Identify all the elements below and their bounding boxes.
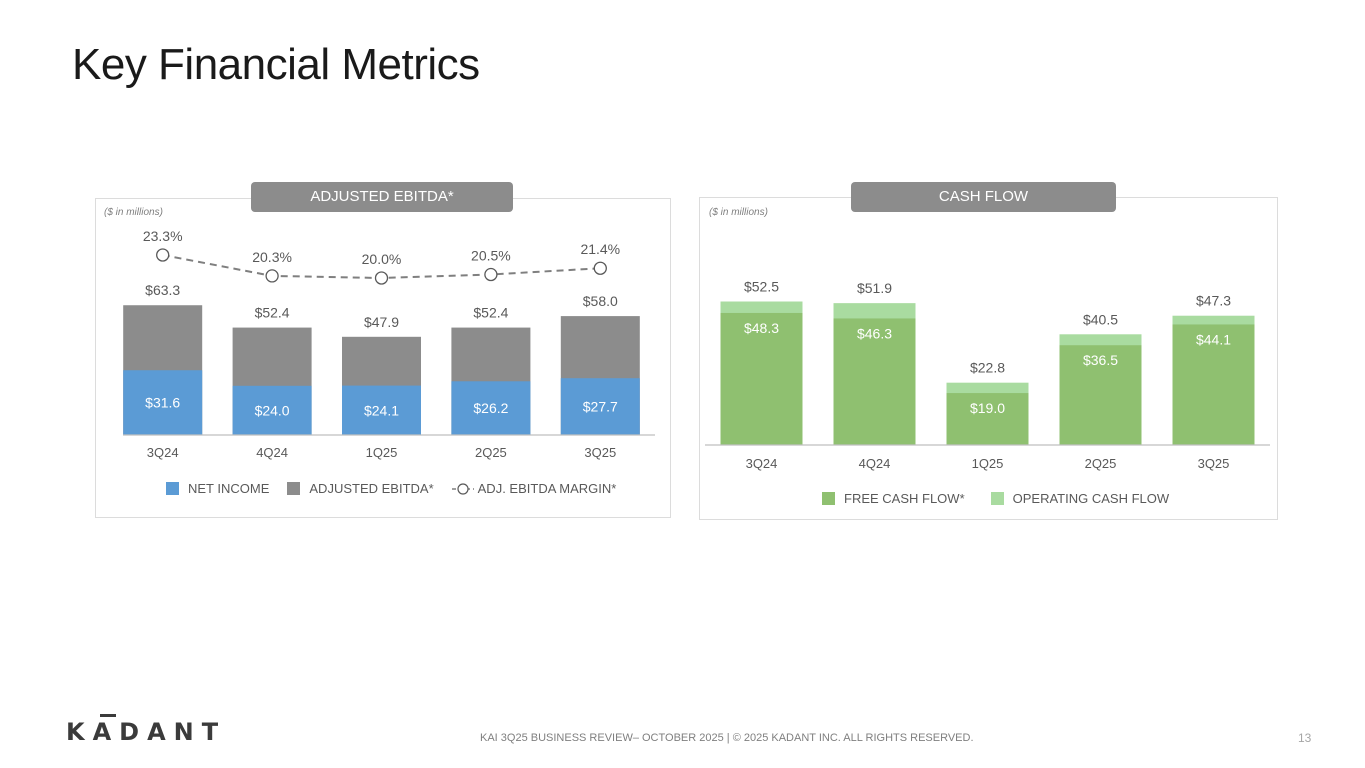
net-income-data-label: $24.0 [255, 402, 290, 418]
x-tick-label: 1Q25 [972, 456, 1004, 471]
kadant-logo: KADANT [66, 714, 227, 746]
x-tick-label: 3Q24 [746, 456, 778, 471]
page-number: 13 [1298, 731, 1312, 745]
adjusted-ebitda-data-label: $63.3 [145, 282, 180, 298]
net-income-bar [451, 381, 531, 435]
cash-flow-legend: FREE CASH FLOW* OPERATING CASH FLOW [822, 491, 1187, 506]
adjusted-ebitda-tab: ADJUSTED EBITDA* [251, 182, 513, 212]
margin-data-label: 20.5% [471, 248, 511, 264]
operating-cash-flow-data-label: $51.9 [857, 280, 892, 296]
x-tick-label: 2Q25 [1085, 456, 1117, 471]
free-cash-flow-bar [1059, 345, 1142, 445]
ebitda-legend: NET INCOME ADJUSTED EBITDA* ADJ. EBITDA … [166, 481, 634, 496]
x-tick-label: 1Q25 [366, 445, 398, 460]
net-income-data-label: $24.1 [364, 402, 399, 418]
adjusted-ebitda-data-label: $52.4 [473, 305, 508, 321]
net-income-data-label: $26.2 [473, 400, 508, 416]
page-title: Key Financial Metrics [72, 40, 480, 89]
net-income-swatch [166, 482, 179, 495]
margin-point [593, 261, 607, 275]
ebitda-units-note: ($ in millions) [104, 207, 163, 218]
margin-data-label: 23.3% [143, 228, 183, 244]
margin-point [484, 267, 498, 282]
legend-margin-label: ADJ. EBITDA MARGIN* [477, 481, 617, 496]
adjusted-ebitda-data-label: $52.4 [255, 305, 290, 321]
net-income-bar [232, 385, 312, 435]
free-cash-flow-data-label: $19.0 [970, 400, 1005, 416]
legend-net-income: NET INCOME [166, 481, 269, 496]
margin-data-label: 20.3% [252, 249, 292, 265]
legend-free-cash-flow-label: FREE CASH FLOW* [844, 491, 965, 506]
net-income-bar [342, 385, 421, 435]
cash-flow-tab: CASH FLOW [851, 182, 1116, 212]
logo-macron [100, 714, 116, 717]
net-income-bar [123, 370, 203, 435]
cash-units-note: ($ in millions) [709, 207, 768, 218]
legend-net-income-label: NET INCOME [188, 481, 270, 496]
legend-adjusted-ebitda-label: ADJUSTED EBITDA* [309, 481, 434, 496]
legend-margin: ADJ. EBITDA MARGIN* [451, 481, 617, 496]
margin-line-swatch [451, 482, 474, 495]
free-cash-flow-bar [720, 312, 803, 445]
margin-point [156, 248, 170, 262]
free-cash-flow-data-label: $46.3 [857, 325, 892, 341]
legend-operating-cash-flow-label: OPERATING CASH FLOW [1012, 491, 1170, 506]
x-tick-label: 4Q24 [859, 456, 891, 471]
net-income-data-label: $31.6 [145, 395, 180, 411]
free-cash-flow-data-label: $48.3 [744, 320, 779, 336]
x-tick-label: 2Q25 [475, 445, 507, 460]
net-income-data-label: $27.7 [583, 399, 618, 415]
operating-cash-flow-data-label: $52.5 [744, 279, 779, 295]
free-cash-flow-bar [1172, 324, 1255, 445]
margin-point [265, 269, 279, 283]
x-tick-label: 3Q25 [1198, 456, 1230, 471]
free-cash-flow-bar [833, 318, 916, 445]
legend-operating-cash-flow: OPERATING CASH FLOW [990, 491, 1170, 506]
margin-data-label: 20.0% [362, 251, 402, 267]
operating-cash-flow-data-label: $22.8 [970, 360, 1005, 376]
free-cash-flow-data-label: $36.5 [1083, 352, 1118, 368]
adjusted-ebitda-data-label: $58.0 [583, 293, 618, 309]
adjusted-ebitda-data-label: $47.9 [364, 314, 399, 330]
legend-free-cash-flow: FREE CASH FLOW* [822, 491, 965, 506]
free-cash-flow-bar [946, 393, 1029, 445]
adjusted-ebitda-swatch [287, 482, 301, 495]
logo-text: KADANT [66, 718, 227, 746]
footer-text: KAI 3Q25 BUSINESS REVIEW– OCTOBER 2025 |… [480, 732, 974, 744]
operating-cash-flow-swatch [990, 492, 1004, 505]
margin-point [374, 271, 389, 285]
x-tick-label: 3Q24 [147, 445, 179, 460]
x-tick-label: 3Q25 [584, 445, 616, 460]
x-tick-label: 4Q24 [256, 445, 288, 460]
operating-cash-flow-data-label: $40.5 [1083, 311, 1118, 327]
legend-adjusted-ebitda: ADJUSTED EBITDA* [287, 481, 434, 496]
margin-data-label: 21.4% [580, 241, 620, 257]
free-cash-flow-swatch [822, 492, 835, 505]
operating-cash-flow-data-label: $47.3 [1196, 293, 1231, 309]
free-cash-flow-data-label: $44.1 [1196, 331, 1231, 347]
net-income-bar [560, 378, 640, 435]
